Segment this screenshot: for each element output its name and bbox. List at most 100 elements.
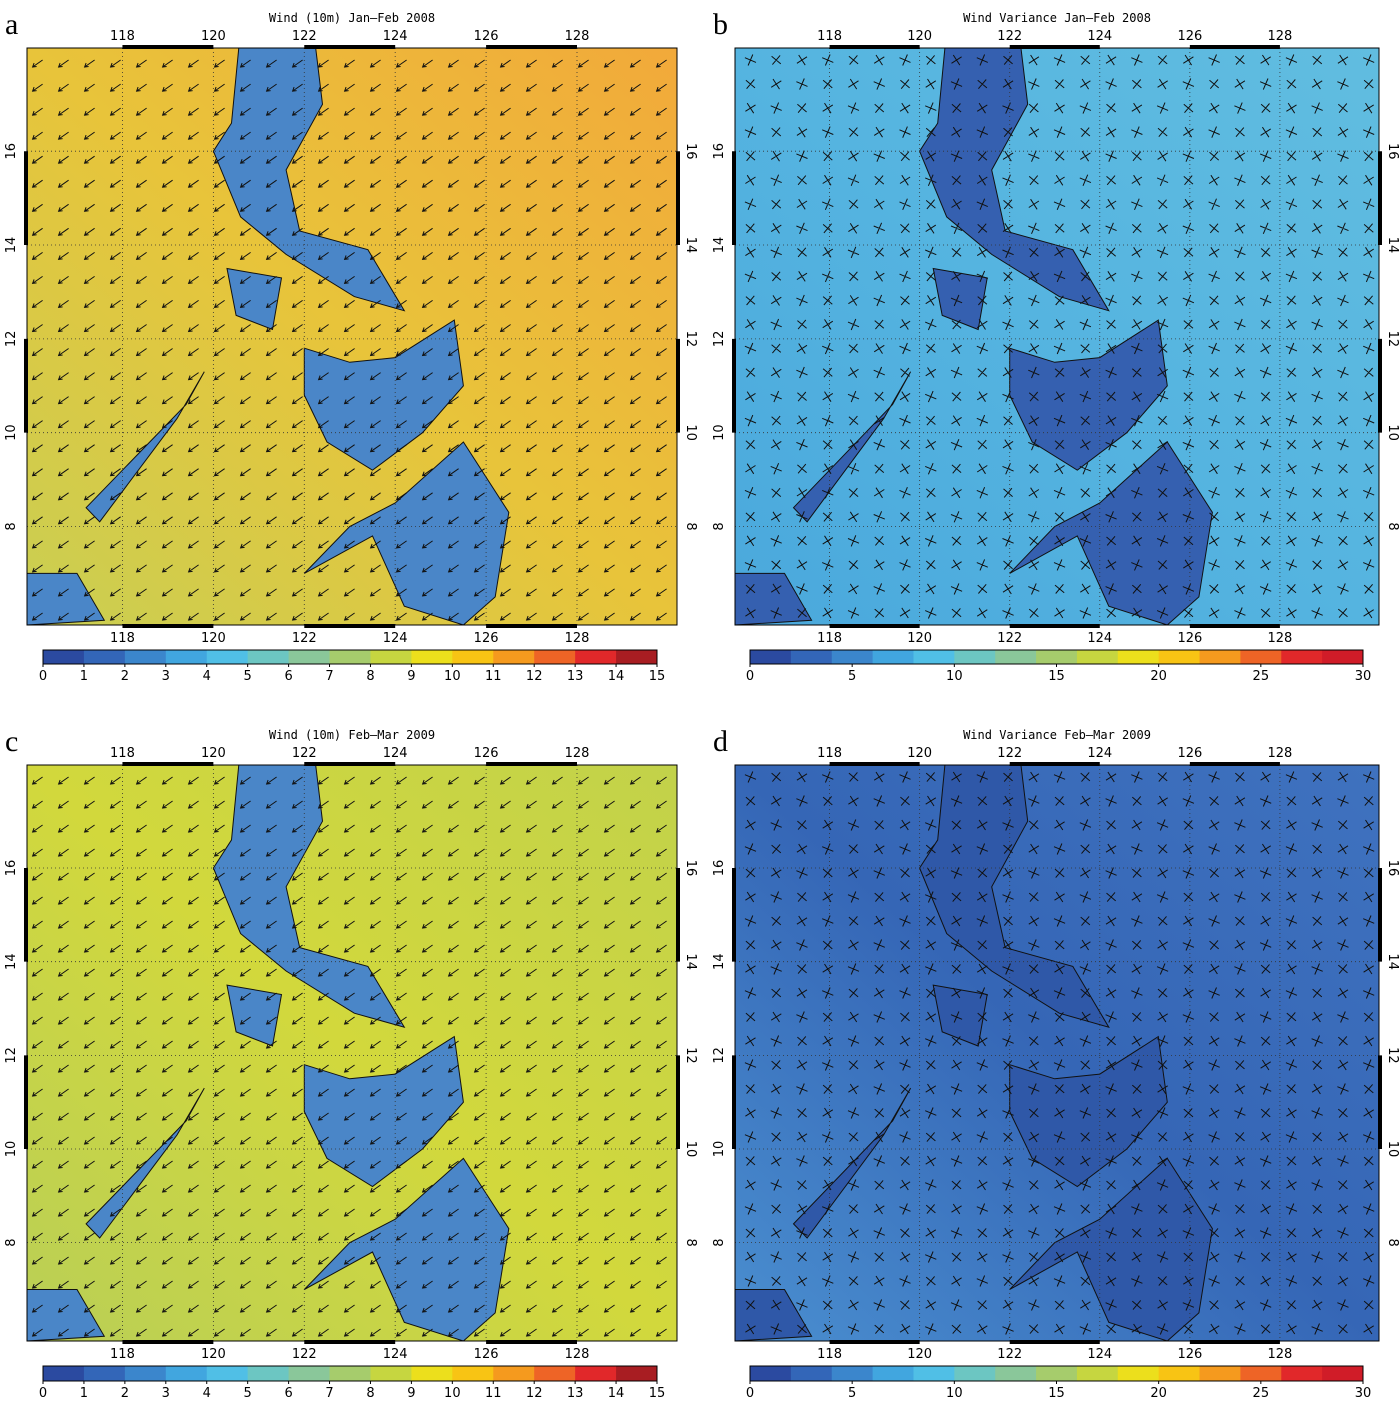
land — [792, 1087, 912, 1239]
colorbar-bin — [83, 650, 126, 664]
y-tick-label: 12 — [683, 331, 698, 348]
colorbar-bin — [995, 650, 1037, 664]
x-tick-label: 122 — [997, 29, 1022, 44]
y-tick-label: 16 — [683, 143, 698, 160]
colorbar-tick-label: 7 — [325, 1386, 333, 1399]
x-tick-label: 128 — [565, 631, 590, 646]
x-tick-label: 128 — [565, 746, 590, 761]
colorbar-tick-label: 20 — [1150, 669, 1167, 684]
colorbar-bin — [1117, 650, 1160, 664]
x-tick-label: 124 — [383, 29, 408, 44]
x-tick-label: 124 — [383, 631, 408, 646]
colorbar-bin — [616, 650, 658, 664]
colorbar-bin — [1281, 1366, 1323, 1381]
x-tick-label: 118 — [817, 631, 842, 646]
colorbar-tick-label: 6 — [284, 669, 292, 684]
colorbar-bin — [452, 1366, 494, 1381]
x-tick-label: 128 — [565, 29, 590, 44]
map-frame — [26, 764, 678, 1342]
colorbar-bin — [329, 1366, 371, 1381]
land — [212, 48, 406, 312]
x-tick-label: 120 — [201, 631, 226, 646]
y-tick-label: 14 — [4, 237, 19, 254]
map-area — [735, 765, 1379, 1341]
colorbar-bin — [1199, 1366, 1241, 1381]
map-frame — [734, 764, 1380, 1342]
colorbar-tick-label: 25 — [1253, 669, 1270, 684]
y-tick-label: 14 — [683, 237, 698, 254]
y-tick-label: 8 — [712, 522, 727, 530]
map-area — [735, 48, 1379, 625]
panel-title: Wind (10m) Jan–Feb 2008 — [269, 11, 435, 25]
x-tick-label: 118 — [110, 1347, 135, 1362]
land — [1009, 441, 1213, 625]
colorbar-bin — [124, 1366, 167, 1381]
colorbar-bin — [790, 650, 833, 664]
colorbar-tick-label: 14 — [608, 1386, 625, 1399]
colorbar-bin — [534, 650, 576, 664]
y-tick-label: 14 — [712, 953, 727, 970]
colorbar-bin — [1117, 1366, 1160, 1381]
colorbar-tick-label: 5 — [244, 1386, 252, 1399]
colorbar-tick-label: 13 — [567, 669, 584, 684]
y-tick-label: 12 — [1385, 331, 1399, 348]
y-tick-label: 12 — [4, 331, 19, 348]
land — [212, 765, 406, 1029]
x-tick-label: 120 — [201, 1347, 226, 1362]
colorbar-bin — [1240, 1366, 1282, 1381]
colorbar-frame — [42, 1365, 658, 1382]
colorbar-tick-label: 30 — [1355, 1386, 1372, 1399]
colorbar-tick-label: 15 — [1048, 669, 1065, 684]
colorbar-bin — [913, 1366, 955, 1381]
y-tick-label: 8 — [712, 1239, 727, 1247]
colorbar-tick-label: 3 — [162, 1386, 170, 1399]
colorbar-bin — [616, 1366, 658, 1381]
x-tick-label: 118 — [817, 746, 842, 761]
colorbar-tick-label: 15 — [649, 669, 666, 684]
colorbar-bin — [43, 1366, 85, 1381]
x-tick-label: 118 — [817, 1347, 842, 1362]
colorbar-tick-label: 0 — [39, 669, 47, 684]
colorbar-tick-label: 1 — [80, 1386, 88, 1399]
y-tick-label: 16 — [1385, 143, 1399, 160]
y-tick-label: 8 — [683, 522, 698, 530]
x-tick-label: 120 — [907, 631, 932, 646]
x-tick-label: 118 — [110, 29, 135, 44]
colorbar-bin — [124, 650, 167, 664]
variance-crosses — [744, 771, 1375, 1335]
colorbar-bin — [1158, 1366, 1201, 1381]
x-tick-label: 122 — [292, 746, 317, 761]
colorbar-bin — [831, 650, 874, 664]
x-tick-label: 122 — [997, 631, 1022, 646]
y-tick-label: 10 — [1385, 1141, 1399, 1158]
y-tick-label: 8 — [1385, 522, 1399, 530]
x-tick-label: 126 — [1177, 631, 1202, 646]
x-tick-label: 120 — [201, 29, 226, 44]
colorbar-bin — [1076, 650, 1119, 664]
colorbar-bin — [411, 1366, 453, 1381]
colorbar-bin — [411, 650, 453, 664]
colorbar-frame — [42, 649, 658, 665]
x-tick-label: 124 — [383, 746, 408, 761]
x-tick-label: 128 — [1268, 746, 1293, 761]
x-tick-label: 122 — [292, 1347, 317, 1362]
colorbar-tick-label: 0 — [746, 669, 754, 684]
x-tick-label: 126 — [474, 1347, 499, 1362]
colorbar-bin — [165, 650, 208, 664]
y-tick-label: 10 — [683, 1141, 698, 1158]
colorbar-bin — [452, 650, 494, 664]
y-tick-label: 8 — [1385, 1239, 1399, 1247]
colorbar-bin — [575, 1366, 617, 1381]
panel-letter: d — [713, 725, 728, 758]
land — [27, 572, 106, 625]
x-tick-label: 128 — [1268, 29, 1293, 44]
y-tick-label: 14 — [712, 237, 727, 254]
x-tick-label: 120 — [907, 746, 932, 761]
land — [792, 371, 912, 523]
y-tick-label: 10 — [1385, 424, 1399, 441]
land — [303, 1035, 464, 1188]
